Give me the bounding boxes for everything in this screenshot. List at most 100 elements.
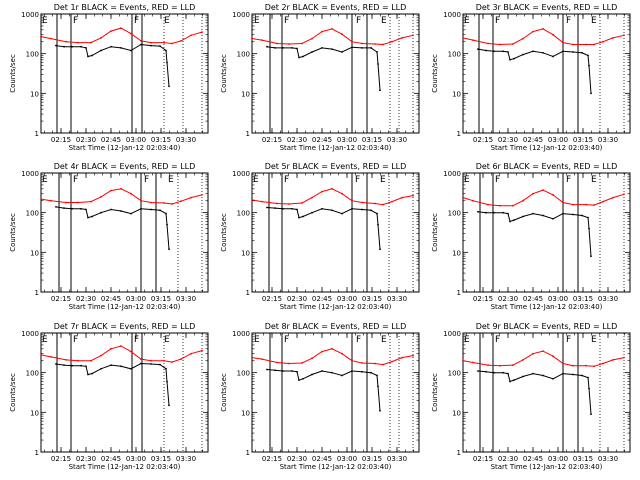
data-point-lld	[100, 37, 102, 39]
data-point-lld	[321, 350, 323, 353]
data-point-events	[562, 212, 564, 215]
data-point-events	[71, 45, 73, 48]
data-point-lld	[562, 362, 564, 365]
data-point-events	[159, 363, 161, 366]
data-point-events	[298, 56, 300, 59]
y-tick-label: 10	[452, 249, 461, 257]
y-tick-label: 1	[35, 130, 39, 138]
chart-panel-6: Det 6r BLACK = Events, RED = LLD 1 10 100 10…	[431, 162, 631, 311]
data-point-events	[168, 85, 170, 88]
data-point-lld	[341, 352, 343, 355]
data-point-lld	[382, 203, 384, 206]
x-tick-label: 02:30	[498, 295, 518, 303]
data-point-lld	[110, 30, 112, 32]
data-point-events	[377, 385, 379, 388]
data-point-lld	[50, 199, 52, 202]
y-tick-label: 10	[30, 249, 39, 257]
data-point-lld	[341, 192, 343, 195]
data-point-lld	[487, 203, 489, 206]
x-tick-label: 03:30	[176, 455, 196, 463]
data-point-lld	[623, 356, 625, 359]
x-tick-label: 02:45	[312, 136, 332, 144]
x-tick-label: 02:30	[287, 455, 307, 463]
data-point-lld	[532, 30, 534, 33]
data-point-lld	[382, 363, 384, 366]
data-point-lld	[487, 42, 489, 45]
series-line-lld	[251, 188, 414, 206]
data-point-lld	[593, 365, 595, 368]
chart-title: Det 8r BLACK = Events, RED = LLD	[265, 322, 407, 331]
data-point-lld	[90, 200, 92, 203]
x-tick-label: 02:15	[262, 295, 282, 303]
data-point-events	[110, 208, 112, 211]
data-point-events	[165, 49, 167, 52]
interval-marker-label: F	[356, 335, 361, 345]
series-line-lld	[40, 188, 203, 205]
data-point-events	[493, 371, 495, 374]
y-tick-label: 100	[26, 51, 39, 59]
interval-marker-label: F	[134, 16, 139, 26]
data-point-lld	[180, 40, 182, 42]
chart-panel-9: Det 9r BLACK = Events, RED = LLD 1 10 100 10…	[431, 322, 631, 471]
y-tick-label: 100	[448, 210, 461, 218]
data-point-lld	[472, 199, 474, 202]
interval-marker-label: E	[253, 175, 259, 185]
data-point-events	[311, 51, 313, 53]
x-axis-label: Start Time (12-Jan-12 02:03:40)	[491, 463, 603, 471]
data-point-events	[87, 216, 89, 219]
data-point-events	[274, 207, 276, 210]
data-point-lld	[542, 28, 544, 30]
data-point-events	[477, 210, 479, 213]
data-point-events	[85, 208, 87, 211]
plot-frame	[251, 13, 420, 134]
data-point-events	[266, 368, 268, 371]
x-axis-label: Start Time (12-Jan-12 02:03:40)	[491, 144, 603, 152]
data-point-lld	[120, 27, 122, 29]
data-point-events	[55, 44, 57, 47]
data-point-lld	[572, 203, 574, 206]
x-tick-label: 02:15	[51, 455, 71, 463]
data-point-events	[87, 55, 89, 58]
x-axis-label: Start Time (12-Jan-12 02:03:40)	[280, 144, 392, 152]
data-point-events	[502, 371, 504, 374]
data-point-lld	[163, 41, 165, 44]
data-point-events	[321, 370, 323, 372]
y-tick-label: 1000	[21, 170, 39, 178]
interval-marker-label: F	[73, 335, 78, 345]
y-tick-label: 100	[26, 210, 39, 218]
data-point-events	[63, 45, 65, 48]
data-point-events	[562, 50, 564, 53]
data-point-events	[291, 47, 293, 49]
data-point-events	[513, 379, 515, 381]
y-axis-label: Counts/sec	[431, 373, 439, 412]
data-point-lld	[351, 40, 353, 43]
data-point-lld	[585, 364, 587, 367]
x-tick-label: 02:45	[523, 136, 543, 144]
interval-marker-label: E	[42, 16, 48, 26]
x-tick-label: 03:00	[126, 295, 146, 303]
interval-marker-label: E	[591, 335, 597, 345]
data-point-lld	[512, 43, 514, 45]
data-point-lld	[288, 43, 290, 45]
data-point-lld	[351, 199, 353, 202]
data-point-lld	[301, 362, 303, 364]
data-point-events	[166, 223, 168, 226]
y-tick-label: 1	[35, 449, 39, 457]
series-line-lld	[251, 348, 414, 366]
data-point-events	[274, 47, 276, 49]
data-point-events	[321, 207, 323, 210]
chart-title: Det 6r BLACK = Events, RED = LLD	[476, 162, 618, 171]
data-point-lld	[130, 350, 132, 353]
data-point-lld	[572, 364, 574, 367]
x-tick-label: 02:45	[523, 295, 543, 303]
data-point-lld	[190, 34, 192, 37]
data-point-lld	[171, 42, 173, 45]
x-axis-label: Start Time (12-Jan-12 02:03:40)	[69, 144, 181, 152]
data-point-events	[166, 380, 168, 383]
y-tick-label: 100	[26, 370, 39, 378]
data-point-events	[379, 248, 381, 251]
data-point-lld	[65, 40, 67, 43]
data-point-events	[321, 47, 323, 49]
data-point-lld	[623, 34, 625, 37]
data-point-events	[552, 377, 554, 380]
